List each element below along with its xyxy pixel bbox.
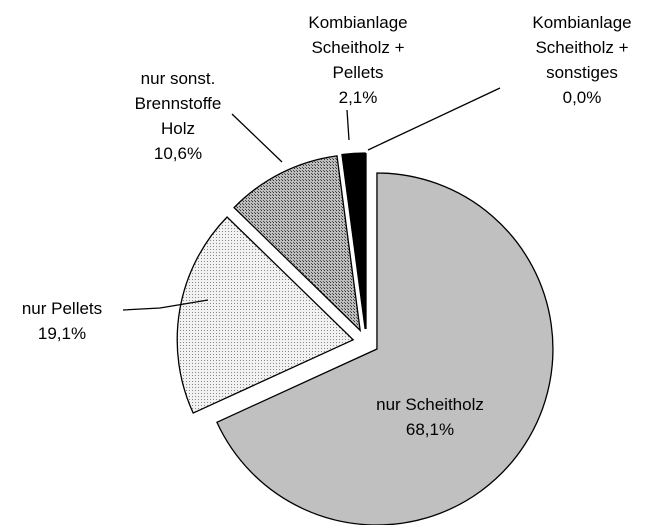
slice-label: nur Pellets 19,1%	[22, 296, 102, 346]
pie-slice	[216, 172, 554, 525]
value-label: 68,1%	[405, 420, 455, 439]
category-label: Kombianlage Scheitholz + sonstiges	[532, 13, 632, 82]
value-label: 10,6%	[153, 144, 203, 163]
slice-label: nur Scheitholz 68,1%	[376, 392, 484, 442]
pie-slice	[341, 152, 366, 330]
leader-line	[231, 113, 283, 163]
leader-lines	[122, 87, 501, 311]
leader-line	[367, 87, 501, 151]
slice-label: nur sonst. Brennstoffe Holz 10,6%	[135, 66, 222, 166]
leader-line	[122, 299, 209, 311]
pie-slice	[176, 216, 355, 414]
category-label: nur Pellets	[21, 299, 103, 318]
category-label: Kombianlage Scheitholz + Pellets	[308, 13, 408, 82]
value-label: 0,0%	[562, 88, 602, 107]
value-label: 19,1%	[37, 324, 87, 343]
pie	[176, 152, 554, 525]
slice-label: Kombianlage Scheitholz + Pellets 2,1%	[308, 10, 407, 110]
leader-line	[346, 109, 350, 141]
category-label: nur sonst. Brennstoffe Holz	[134, 69, 222, 138]
pie-slice	[233, 155, 362, 333]
category-label: nur Scheitholz	[376, 395, 484, 414]
value-label: 2,1%	[338, 88, 378, 107]
slice-label: Kombianlage Scheitholz + sonstiges 0,0%	[532, 10, 631, 110]
